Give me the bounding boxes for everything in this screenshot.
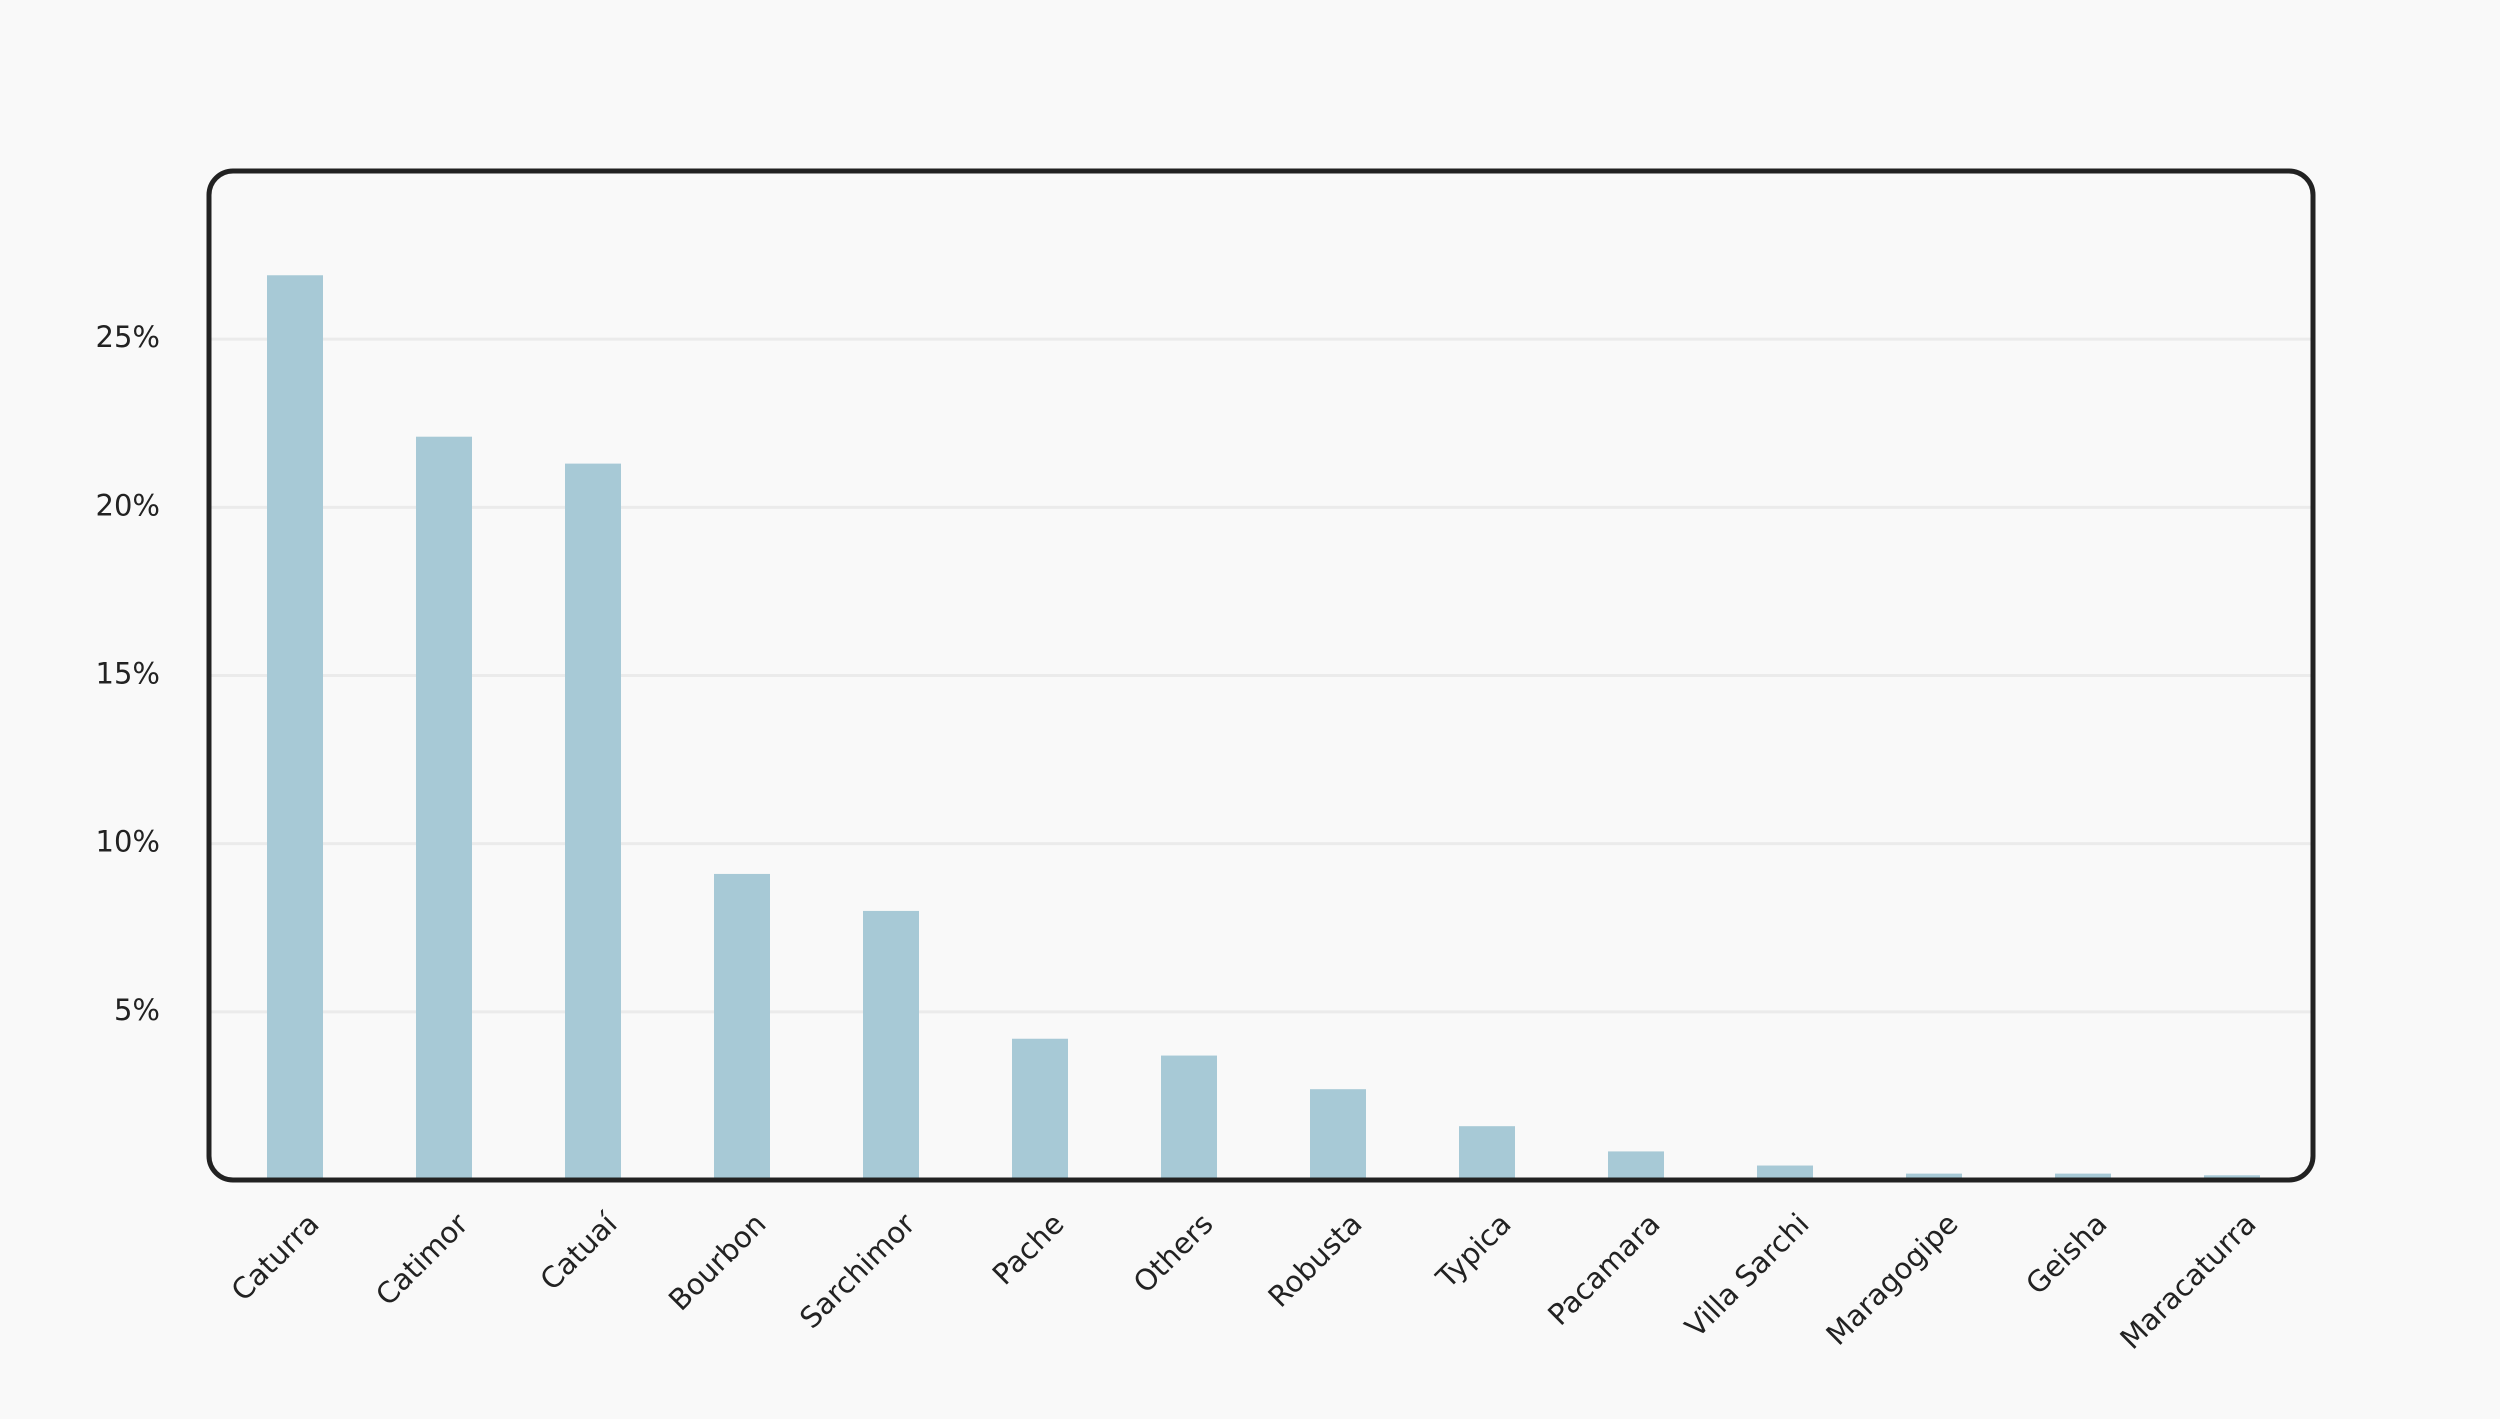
x-tick-label: Pacamara — [1541, 1207, 1666, 1332]
bar — [565, 463, 621, 1180]
bar — [1161, 1055, 1217, 1180]
bar — [1012, 1038, 1068, 1180]
bar-layer — [267, 275, 2260, 1181]
y-tick-label: 5% — [114, 993, 160, 1027]
x-tick-label: Robusta — [1261, 1207, 1368, 1314]
x-tick-label: Villa Sarchi — [1678, 1207, 1815, 1344]
y-tick-label: 25% — [96, 320, 160, 354]
bar — [1310, 1089, 1366, 1180]
x-tick-label: Maracaturra — [2113, 1207, 2262, 1356]
grid-layer — [209, 337, 2313, 1014]
bar — [1906, 1173, 1962, 1180]
bar — [2055, 1173, 2111, 1180]
x-tick-label: Sarchimor — [793, 1207, 922, 1336]
x-tick-label: Pache — [986, 1207, 1071, 1292]
bar — [267, 275, 323, 1181]
bar — [714, 873, 770, 1180]
y-tick-label: 20% — [96, 488, 160, 522]
x-tick-label: Catimor — [369, 1207, 475, 1313]
x-tick-label: Bourbon — [662, 1207, 773, 1318]
y-tick-label: 15% — [96, 657, 160, 691]
bar — [1608, 1151, 1664, 1180]
bar — [863, 910, 919, 1180]
x-tick-label: Typica — [1429, 1207, 1518, 1296]
x-tick-label: Maragogipe — [1819, 1207, 1964, 1352]
bar — [1459, 1126, 1515, 1180]
plot-frame — [206, 168, 2316, 1183]
x-tick-label: Others — [1127, 1207, 1220, 1300]
bar — [416, 436, 472, 1180]
bar — [1757, 1165, 1813, 1180]
x-tick-label: Catuaí — [533, 1206, 624, 1297]
y-tick-label: 10% — [96, 825, 160, 859]
x-tick-label: Caturra — [225, 1207, 326, 1308]
x-tick-label: Geisha — [2019, 1207, 2113, 1301]
